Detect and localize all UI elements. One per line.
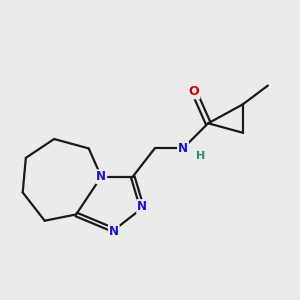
Text: N: N <box>137 200 147 213</box>
Text: N: N <box>178 142 188 155</box>
Text: O: O <box>189 85 199 98</box>
Text: H: H <box>196 151 205 161</box>
Text: N: N <box>96 170 106 183</box>
Text: N: N <box>109 225 119 238</box>
